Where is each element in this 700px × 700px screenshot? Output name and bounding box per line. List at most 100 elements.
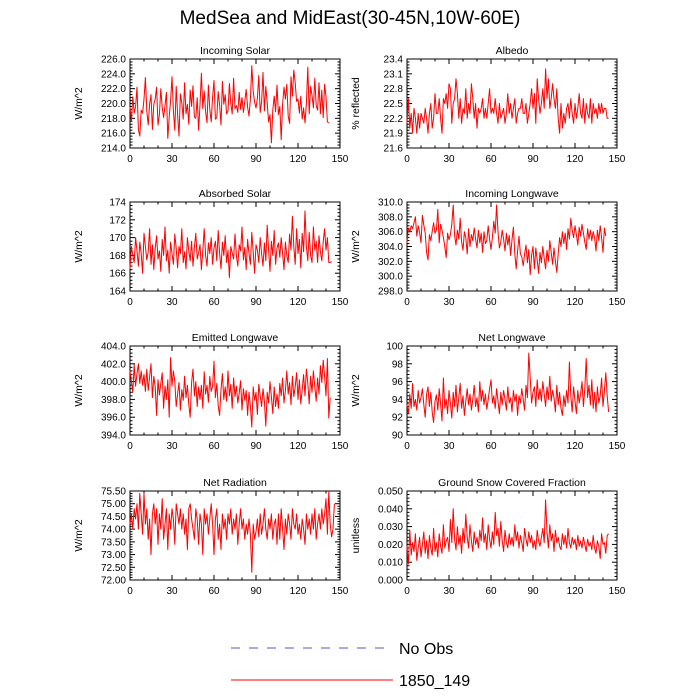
y-axis-label: W/m^2: [73, 519, 85, 552]
y-tick-label: 74.50: [101, 512, 126, 523]
y-axis-label: W/m^2: [73, 374, 85, 407]
panel-title: Ground Snow Covered Fraction: [438, 477, 586, 489]
x-tick-label: 30: [443, 586, 455, 597]
y-tick-label: 224.0: [101, 69, 126, 80]
y-tick-label: 0.020: [378, 540, 403, 551]
x-tick-label: 90: [527, 297, 539, 308]
plot-frame: [406, 345, 618, 436]
y-axis-label: W/m^2: [350, 374, 362, 407]
series-line: [129, 490, 335, 573]
x-tick-label: 90: [250, 154, 262, 165]
y-tick-label: 0.010: [378, 558, 403, 569]
panel-6: Net Longwave 0 30 60 90 120 150 90 92 94 96 98 100 W/…: [350, 332, 626, 452]
y-tick-label: 170: [109, 233, 126, 244]
x-tick-label: 30: [443, 154, 455, 165]
x-tick-label: 150: [609, 441, 626, 452]
series-line: [406, 204, 607, 276]
y-tick-label: 0.050: [378, 487, 403, 498]
y-tick-label: 22.5: [384, 99, 404, 110]
x-tick-label: 150: [332, 586, 349, 597]
y-tick-label: 168: [109, 251, 126, 262]
y-tick-label: 308.0: [378, 212, 403, 223]
y-tick-label: 226.0: [101, 55, 126, 66]
x-tick-label: 60: [485, 586, 497, 597]
series-line: [406, 499, 609, 565]
y-tick-label: 216.0: [101, 129, 126, 140]
x-tick-label: 0: [404, 154, 410, 165]
x-tick-label: 30: [166, 441, 178, 452]
figure-title: MedSea and MidEast(30-45N,10W-60E): [179, 8, 521, 29]
x-tick-label: 150: [332, 297, 349, 308]
y-tick-label: 90: [392, 431, 404, 442]
y-axis-label: W/m^2: [73, 230, 85, 263]
x-tick-label: 60: [485, 297, 497, 308]
panel-title: Net Radiation: [203, 477, 267, 489]
legend: No Obs 1850_149: [231, 641, 470, 690]
plot-frame: [129, 201, 341, 292]
y-tick-label: 218.0: [101, 114, 126, 125]
x-tick-label: 30: [443, 297, 455, 308]
panel-title: Incoming Longwave: [465, 188, 559, 200]
y-tick-label: 100: [386, 342, 403, 353]
y-tick-label: 21.6: [384, 144, 404, 155]
x-tick-label: 60: [208, 297, 220, 308]
y-tick-label: 75.50: [101, 487, 126, 498]
x-tick-label: 90: [250, 441, 262, 452]
x-tick-label: 90: [527, 586, 539, 597]
y-tick-label: 74.00: [101, 525, 126, 536]
y-tick-label: 22.8: [384, 84, 404, 95]
x-tick-label: 30: [443, 441, 455, 452]
y-tick-label: 298.0: [378, 287, 403, 298]
y-tick-label: 174: [109, 198, 126, 209]
x-tick-label: 90: [527, 441, 539, 452]
y-tick-label: 300.0: [378, 272, 403, 283]
panel-title: Albedo: [496, 45, 529, 57]
panel-1: Incoming Solar 0 30 60 90 120 150 214.0 216.0 218…: [73, 45, 349, 165]
y-tick-label: 22.2: [384, 114, 404, 125]
series-line: [129, 357, 331, 428]
y-tick-label: 96: [392, 377, 404, 388]
y-tick-label: 400.0: [101, 377, 126, 388]
y-tick-label: 98: [392, 359, 404, 370]
x-tick-label: 120: [290, 154, 307, 165]
x-tick-label: 60: [208, 586, 220, 597]
y-axis-label: W/m^2: [73, 87, 85, 120]
y-tick-label: 164: [109, 287, 126, 298]
panel-7: Net Radiation 0 30 60 90 120 150 72.00 72.50 73.0…: [73, 477, 349, 597]
x-tick-label: 0: [127, 441, 133, 452]
x-tick-label: 150: [609, 586, 626, 597]
x-tick-label: 120: [567, 441, 584, 452]
y-tick-label: 72.50: [101, 563, 126, 574]
legend-label: 1850_149: [399, 673, 470, 690]
x-tick-label: 0: [404, 297, 410, 308]
panel-title: Emitted Longwave: [192, 332, 279, 344]
panel-title: Absorbed Solar: [199, 188, 272, 200]
y-tick-label: 310.0: [378, 198, 403, 209]
x-tick-label: 60: [208, 441, 220, 452]
series-line: [129, 210, 332, 279]
x-tick-label: 0: [127, 586, 133, 597]
plot-frame: [406, 490, 618, 581]
x-tick-label: 0: [404, 586, 410, 597]
y-tick-label: 72.00: [101, 576, 126, 587]
y-tick-label: 0.000: [378, 576, 403, 587]
x-tick-label: 120: [567, 297, 584, 308]
plot-frame: [129, 345, 341, 436]
y-tick-label: 304.0: [378, 242, 403, 253]
x-tick-label: 150: [332, 154, 349, 165]
y-tick-label: 394.0: [101, 431, 126, 442]
y-axis-label: unitless: [350, 518, 362, 554]
x-tick-label: 30: [166, 297, 178, 308]
y-tick-label: 396.0: [101, 413, 126, 424]
y-tick-label: 214.0: [101, 144, 126, 155]
panel-2: Albedo 0 30 60 90 120 150 21.6 21.9 22.2 22.5 22.8 2…: [350, 45, 626, 165]
series-line: [406, 68, 609, 134]
series-line: [406, 352, 610, 423]
panel-4: Incoming Longwave 0 30 60 90 120 150 298.0 300.0…: [350, 188, 626, 308]
y-tick-label: 404.0: [101, 342, 126, 353]
x-tick-label: 0: [127, 154, 133, 165]
y-tick-label: 21.9: [384, 129, 404, 140]
x-tick-label: 30: [166, 586, 178, 597]
y-tick-label: 220.0: [101, 99, 126, 110]
